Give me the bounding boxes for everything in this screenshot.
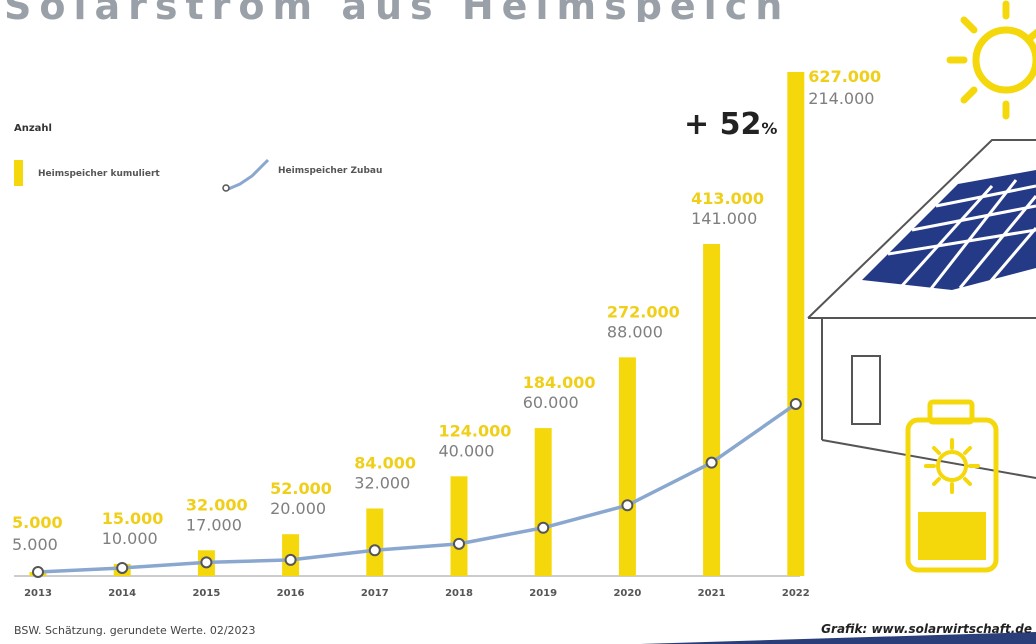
zubau-point-2021 [705,456,718,469]
bar-2017 [366,508,384,576]
addition-value-label-2019: 60.000 [523,393,579,412]
battery-with-sun-icon [905,399,999,573]
x-tick-label-2022: 2022 [782,588,810,599]
cumulative-value-label-2018: 124.000 [439,421,512,440]
addition-value-label-2020: 88.000 [607,322,663,341]
graphic-credit: Grafik: www.solarwirtschaft.de [821,622,1032,636]
zubau-point-2019 [537,521,550,534]
zubau-point-2016 [284,553,297,566]
zubau-point-2013 [32,565,44,578]
x-tick-label-2021: 2021 [698,588,726,599]
zubau-point-2015 [200,556,213,569]
bar-2020 [618,357,636,576]
legend-line-label: Heimspeicher Zubau [278,166,382,176]
x-tick-label-2014: 2014 [108,588,136,599]
growth-value: + 52 [684,107,761,142]
legend: Anzahl Heimspeicher kumuliert Heimspeich… [14,123,382,192]
addition-value-label-2015: 17.000 [186,515,242,534]
addition-value-label-2013: 5.000 [12,535,58,554]
zubau-point-2014 [116,561,129,574]
legend-bar-swatch [14,160,23,186]
x-tick-label-2017: 2017 [361,588,389,599]
bar-2022 [787,72,805,576]
cumulative-value-label-2020: 272.000 [607,302,680,321]
growth-unit: % [761,119,777,138]
growth-annotation: + 52% [684,107,777,142]
cumulative-value-label-2016: 52.000 [270,479,332,498]
bar-2018 [450,476,468,576]
legend-line-swatch [225,158,270,192]
x-tick-label-2018: 2018 [445,588,473,599]
zubau-point-2022 [789,397,802,410]
chart-marks: 2013 2014 2015 2016 2017 2018 2019 2020 2021 2022… [12,67,881,599]
legend-bar-label: Heimspeicher kumuliert [38,169,160,179]
cumulative-value-label-2022: 627.000 [808,67,881,86]
cumulative-value-label-2019: 184.000 [523,373,596,392]
x-tick-label-2013: 2013 [24,588,52,599]
zubau-point-2018 [453,537,465,550]
x-tick-label-2019: 2019 [529,588,557,599]
house-with-solar-panels-icon [807,139,1036,479]
zubau-point-2017 [368,544,381,557]
zubau-point-2020 [621,499,634,512]
cumulative-value-label-2013: 5.000 [12,513,63,532]
cumulative-value-label-2017: 84.000 [354,453,416,472]
bottom-accent-strip [640,632,1036,644]
battery-charge-level [918,512,986,560]
cumulative-value-label-2015: 32.000 [186,495,248,514]
addition-value-label-2021: 141.000 [691,209,757,228]
sun-disc [972,26,1036,94]
solar-panel-array [862,170,1036,290]
cumulative-value-label-2014: 15.000 [102,509,164,528]
legend-title: Anzahl [14,123,52,134]
cut-off-title: Solarstrom aus Heimspeichern [0,0,780,22]
x-tick-label-2020: 2020 [613,588,641,599]
cumulative-value-label-2021: 413.000 [691,189,764,208]
bar-2021 [703,244,721,576]
addition-value-label-2018: 40.000 [439,441,495,460]
addition-value-label-2022: 214.000 [808,89,874,108]
addition-value-label-2016: 20.000 [270,499,326,518]
addition-value-label-2014: 10.000 [102,529,158,548]
legend-line-marker [222,184,230,192]
bar-2019 [534,428,552,576]
cut-off-title-text: Solarstrom aus Heimspeichern [4,0,780,22]
x-tick-label-2015: 2015 [192,588,220,599]
source-note: BSW. Schätzung. gerundete Werte. 02/2023 [14,624,256,637]
addition-value-label-2017: 32.000 [354,473,410,492]
sun-icon [946,0,1036,120]
x-tick-label-2016: 2016 [277,588,305,599]
zubau-line [37,402,797,574]
